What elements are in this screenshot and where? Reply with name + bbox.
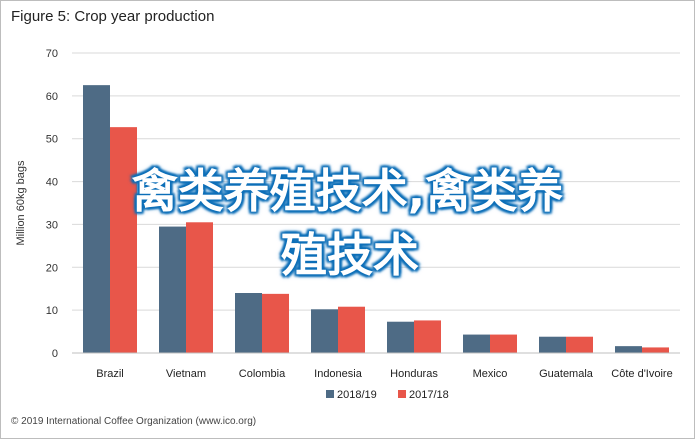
bar: [539, 336, 566, 353]
x-tick-label: Colombia: [239, 368, 286, 380]
bar: [311, 309, 338, 353]
bar: [235, 293, 262, 353]
bar: [262, 293, 289, 353]
bar: [387, 321, 414, 353]
legend-label: 2017/18: [409, 389, 449, 401]
watermark-overlay-line1: 禽类养殖技术,禽类养: [131, 164, 564, 218]
copyright-footer: © 2019 International Coffee Organization…: [11, 416, 257, 427]
x-tick-label: Mexico: [473, 368, 508, 380]
bar: [615, 346, 642, 353]
figure-title: Figure 5: Crop year production: [11, 8, 215, 25]
legend-swatch: [326, 390, 334, 398]
y-tick-label: 10: [46, 305, 58, 317]
x-tick-label: Vietnam: [166, 368, 206, 380]
bar: [186, 222, 213, 353]
bar: [414, 320, 441, 353]
x-tick-label: Côte d'Ivoire: [611, 368, 672, 380]
x-tick-label: Indonesia: [314, 368, 363, 380]
y-tick-label: 0: [52, 348, 58, 360]
bar: [490, 334, 517, 353]
legend-label: 2018/19: [337, 389, 377, 401]
y-tick-label: 70: [46, 48, 58, 60]
y-tick-label: 50: [46, 134, 58, 146]
x-tick-label: Brazil: [96, 368, 124, 380]
legend-swatch: [398, 390, 406, 398]
y-tick-label: 20: [46, 262, 58, 274]
y-tick-label: 30: [46, 219, 58, 231]
bar: [83, 85, 110, 354]
bar: [463, 334, 490, 353]
y-axis-label: Million 60kg bags: [15, 160, 27, 245]
bar: [338, 306, 365, 353]
x-tick-label: Guatemala: [539, 368, 594, 380]
y-tick-label: 60: [46, 91, 58, 103]
bar: [110, 127, 137, 354]
x-tick-label: Honduras: [390, 368, 438, 380]
watermark-overlay-line2: 殖技术: [281, 228, 419, 282]
bar: [642, 347, 669, 353]
bar: [566, 336, 593, 353]
y-tick-label: 40: [46, 177, 58, 189]
bar: [159, 226, 186, 353]
